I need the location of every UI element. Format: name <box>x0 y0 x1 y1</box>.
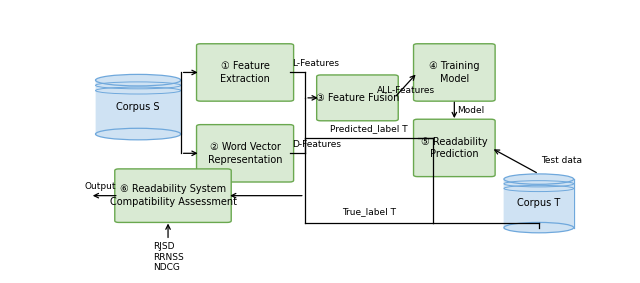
Text: ② Word Vector
Representation: ② Word Vector Representation <box>208 142 282 164</box>
Text: D-Features: D-Features <box>292 140 341 149</box>
Ellipse shape <box>504 222 573 233</box>
Text: RJSD
RRNSS
NDCG: RJSD RRNSS NDCG <box>153 243 184 272</box>
Text: ③ Feature Fusion: ③ Feature Fusion <box>316 93 399 103</box>
Text: Predicted_label T: Predicted_label T <box>330 125 408 134</box>
FancyBboxPatch shape <box>413 44 495 101</box>
FancyBboxPatch shape <box>115 169 231 222</box>
FancyBboxPatch shape <box>196 44 294 101</box>
Text: Output: Output <box>84 182 116 191</box>
Text: True_label T: True_label T <box>342 207 396 216</box>
Text: ALL-Features: ALL-Features <box>377 85 435 95</box>
Text: ⑤ Readability
Prediction: ⑤ Readability Prediction <box>421 137 488 159</box>
Text: Model: Model <box>457 106 484 115</box>
Text: L-Features: L-Features <box>292 59 339 68</box>
Ellipse shape <box>504 174 573 184</box>
Polygon shape <box>504 179 573 228</box>
Text: Corpus S: Corpus S <box>116 102 160 112</box>
Ellipse shape <box>95 74 180 86</box>
FancyBboxPatch shape <box>196 125 294 182</box>
Text: ① Feature
Extraction: ① Feature Extraction <box>220 61 270 84</box>
Text: ④ Training
Model: ④ Training Model <box>429 61 479 84</box>
FancyBboxPatch shape <box>317 75 398 121</box>
Text: Test data: Test data <box>541 156 582 166</box>
Polygon shape <box>95 80 180 134</box>
Text: Corpus T: Corpus T <box>517 198 561 208</box>
Ellipse shape <box>95 128 180 140</box>
FancyBboxPatch shape <box>413 119 495 177</box>
Text: ⑥ Readability System
Compatibility Assessment: ⑥ Readability System Compatibility Asses… <box>109 185 237 207</box>
